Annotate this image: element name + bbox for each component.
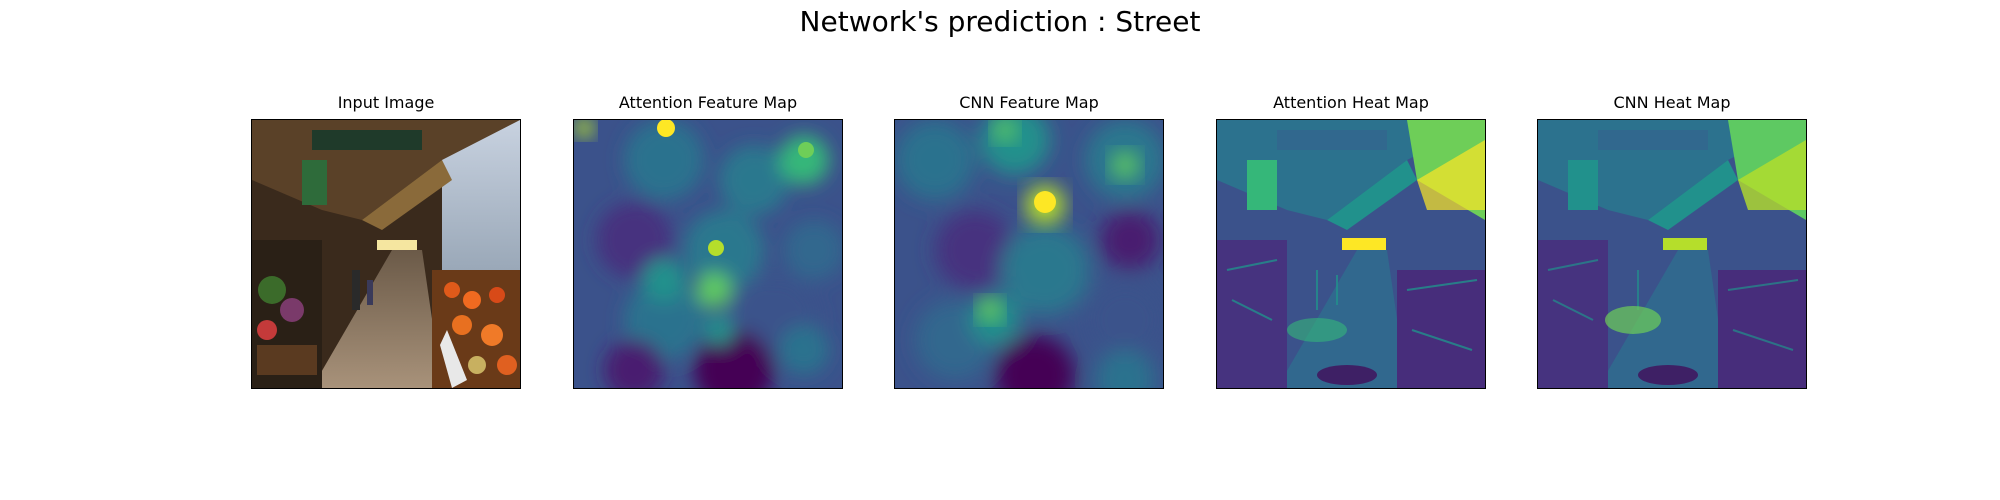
panel-attention-feature-map: Attention Feature Map — [573, 93, 843, 389]
panel-title: Attention Heat Map — [1273, 93, 1429, 112]
attention-feature-map — [573, 119, 843, 389]
panel-cnn-heat-map: CNN Heat Map — [1537, 93, 1807, 389]
panel-cnn-feature-map: CNN Feature Map — [894, 93, 1164, 389]
panel-title: CNN Feature Map — [959, 93, 1099, 112]
panel-attention-heat-map: Attention Heat Map — [1216, 93, 1486, 389]
input-image — [251, 119, 521, 389]
panel-title: Input Image — [337, 93, 435, 112]
panel-input-image: Input Image — [251, 93, 521, 389]
panel-title: CNN Heat Map — [1613, 93, 1731, 112]
figure-suptitle: Network's prediction : Street — [799, 5, 1201, 38]
attention-heat-map — [1216, 119, 1486, 389]
panel-title: Attention Feature Map — [618, 93, 798, 112]
cnn-feature-map — [894, 119, 1164, 389]
cnn-heat-map — [1537, 119, 1807, 389]
